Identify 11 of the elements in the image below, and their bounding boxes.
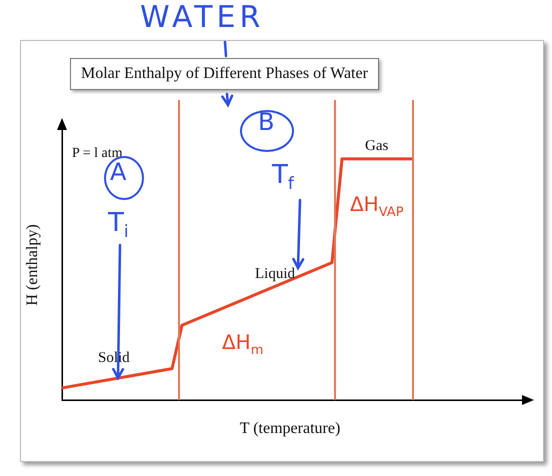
text: WATER bbox=[140, 0, 264, 35]
annotation: ΔH$_{VAP}$ bbox=[350, 192, 404, 220]
chart-title: Molar Enthalpy of Different Phases of Water bbox=[70, 58, 379, 90]
x-axis-title: T (temperature) bbox=[240, 420, 340, 438]
y-axis-title: H (enthalpy) bbox=[24, 224, 42, 306]
text: Gas bbox=[365, 138, 388, 155]
annotation: T$_{f}$ bbox=[272, 160, 294, 194]
text: B bbox=[258, 108, 274, 136]
annotation: ΔH$_{m}$ bbox=[222, 330, 264, 358]
annotation: T$_{i}$ bbox=[108, 208, 129, 242]
annotation: Liquid bbox=[255, 266, 295, 283]
